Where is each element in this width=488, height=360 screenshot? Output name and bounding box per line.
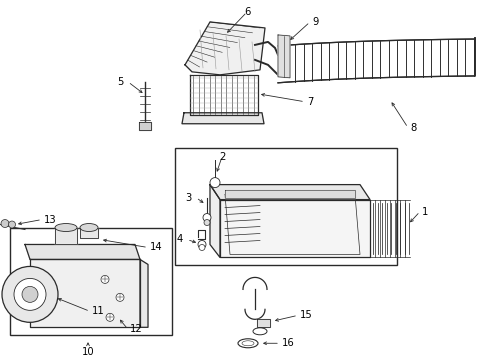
- Polygon shape: [80, 228, 98, 238]
- Text: 1: 1: [421, 207, 427, 217]
- Circle shape: [199, 244, 204, 251]
- Text: 5: 5: [118, 77, 124, 87]
- Polygon shape: [184, 22, 264, 75]
- Polygon shape: [55, 228, 77, 244]
- Text: 11: 11: [92, 306, 104, 316]
- Circle shape: [14, 278, 46, 310]
- Text: 9: 9: [311, 17, 318, 27]
- Circle shape: [116, 293, 124, 301]
- Bar: [10, 228, 172, 335]
- Circle shape: [198, 240, 205, 248]
- Circle shape: [8, 221, 16, 228]
- Text: 10: 10: [81, 347, 94, 357]
- Polygon shape: [30, 260, 140, 327]
- Polygon shape: [139, 122, 151, 130]
- Ellipse shape: [80, 224, 98, 231]
- Polygon shape: [257, 319, 269, 327]
- Ellipse shape: [242, 341, 253, 346]
- Polygon shape: [278, 35, 289, 78]
- Text: 6: 6: [244, 7, 250, 17]
- Polygon shape: [182, 113, 264, 124]
- Text: 12: 12: [130, 324, 142, 334]
- Ellipse shape: [238, 339, 258, 348]
- Text: 14: 14: [150, 243, 163, 252]
- Text: 13: 13: [44, 215, 57, 225]
- Polygon shape: [224, 190, 354, 198]
- Circle shape: [106, 313, 114, 321]
- Ellipse shape: [252, 328, 266, 335]
- Polygon shape: [278, 39, 474, 83]
- Circle shape: [2, 266, 58, 322]
- Polygon shape: [224, 195, 359, 255]
- Circle shape: [22, 287, 38, 302]
- Circle shape: [101, 275, 109, 283]
- Circle shape: [203, 220, 209, 225]
- Ellipse shape: [55, 224, 77, 231]
- Text: 8: 8: [409, 123, 415, 133]
- Circle shape: [209, 177, 220, 188]
- Circle shape: [1, 220, 9, 228]
- Polygon shape: [209, 185, 220, 257]
- Text: 3: 3: [185, 193, 192, 203]
- Text: 7: 7: [306, 97, 313, 107]
- Text: 4: 4: [176, 234, 183, 244]
- Polygon shape: [25, 244, 140, 260]
- Text: 15: 15: [299, 310, 312, 320]
- Bar: [175, 148, 396, 265]
- Polygon shape: [220, 199, 369, 257]
- Circle shape: [203, 213, 210, 221]
- Polygon shape: [140, 260, 148, 327]
- Polygon shape: [190, 75, 258, 115]
- Polygon shape: [209, 185, 369, 199]
- Text: 2: 2: [218, 152, 225, 162]
- Text: 16: 16: [282, 338, 294, 348]
